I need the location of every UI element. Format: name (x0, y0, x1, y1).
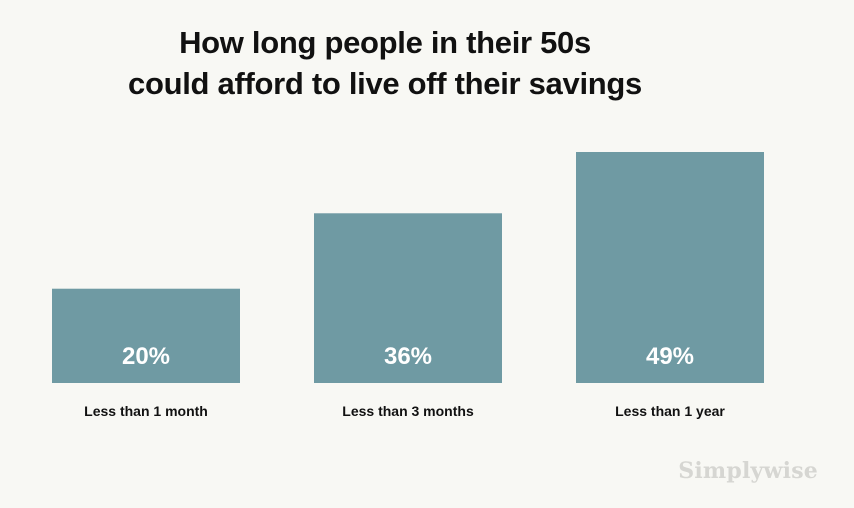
bar-value-label-2: 36% (384, 343, 432, 370)
chart-title-line-1: How long people in their 50s (179, 25, 591, 60)
simplywise-watermark: Simplywise (678, 458, 818, 484)
category-labels-group: Less than 1 month Less than 3 months Less … (84, 403, 725, 419)
bar-3 (576, 152, 764, 383)
category-label-1: Less than 1 month (84, 403, 208, 419)
category-label-2: Less than 3 months (342, 403, 474, 419)
bar-2 (314, 213, 502, 383)
chart-title-line-2: could afford to live off their savings (128, 66, 642, 101)
chart-title: How long people in their 50s could affor… (40, 22, 730, 104)
bar-value-label-3: 49% (646, 343, 694, 370)
bar-value-label-1: 20% (122, 343, 170, 370)
bar-labels-group: 20% 36% 49% (122, 343, 694, 370)
category-label-3: Less than 1 year (615, 403, 725, 419)
bar-1 (52, 288, 240, 383)
bars-group (52, 152, 764, 383)
